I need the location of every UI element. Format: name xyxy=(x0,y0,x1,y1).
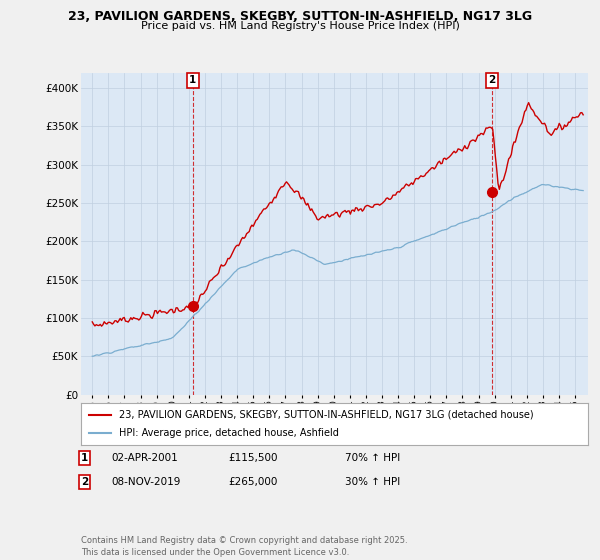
Text: 2: 2 xyxy=(488,76,496,86)
Text: £265,000: £265,000 xyxy=(228,477,277,487)
Text: 08-NOV-2019: 08-NOV-2019 xyxy=(111,477,181,487)
Text: Price paid vs. HM Land Registry's House Price Index (HPI): Price paid vs. HM Land Registry's House … xyxy=(140,21,460,31)
Text: 23, PAVILION GARDENS, SKEGBY, SUTTON-IN-ASHFIELD, NG17 3LG: 23, PAVILION GARDENS, SKEGBY, SUTTON-IN-… xyxy=(68,10,532,22)
Text: 02-APR-2001: 02-APR-2001 xyxy=(111,453,178,463)
Text: £115,500: £115,500 xyxy=(228,453,277,463)
Text: 2: 2 xyxy=(81,477,88,487)
Text: 1: 1 xyxy=(81,453,88,463)
Text: HPI: Average price, detached house, Ashfield: HPI: Average price, detached house, Ashf… xyxy=(119,428,339,438)
Text: 30% ↑ HPI: 30% ↑ HPI xyxy=(345,477,400,487)
Text: Contains HM Land Registry data © Crown copyright and database right 2025.
This d: Contains HM Land Registry data © Crown c… xyxy=(81,536,407,557)
Text: 23, PAVILION GARDENS, SKEGBY, SUTTON-IN-ASHFIELD, NG17 3LG (detached house): 23, PAVILION GARDENS, SKEGBY, SUTTON-IN-… xyxy=(119,410,533,420)
Text: 70% ↑ HPI: 70% ↑ HPI xyxy=(345,453,400,463)
Text: 1: 1 xyxy=(189,76,196,86)
